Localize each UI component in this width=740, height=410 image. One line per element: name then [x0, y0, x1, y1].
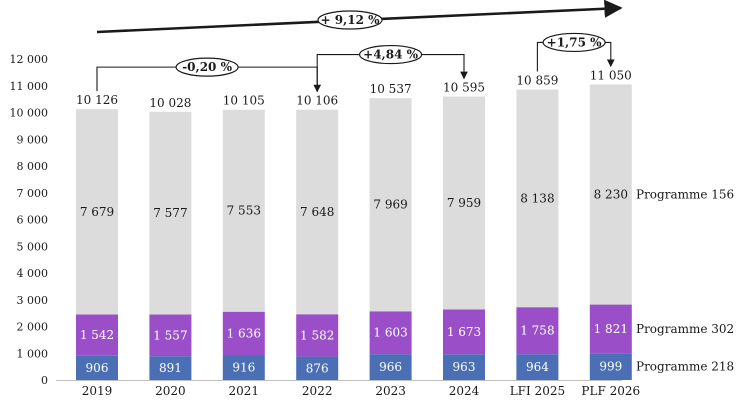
bar-segment: [589, 84, 632, 305]
bar-segment: [222, 311, 265, 356]
bar-total-label: 10 126: [76, 93, 118, 107]
bar-segment: [516, 354, 559, 380]
bar-segment: [443, 309, 485, 355]
bar-segment: [76, 109, 118, 315]
y-tick-label: 12 000: [10, 53, 49, 66]
segment-value-label: 7 648: [300, 205, 334, 219]
segment-value-label: 876: [306, 361, 329, 375]
series-label: Programme 156: [636, 187, 734, 201]
segment-value-label: 916: [232, 361, 255, 375]
segment-value-label: 1 821: [594, 322, 628, 336]
bar-segment: [296, 109, 339, 315]
segment-value-label: 8 230: [594, 187, 628, 201]
data-labels: 906 1 542 7 679 10 126 2019 891 1 557 7 577 10 0…: [76, 68, 640, 398]
x-tick-label: 2019: [82, 384, 113, 398]
y-tick-label: 3 000: [17, 294, 49, 307]
bar-total-label: 10 105: [223, 94, 265, 108]
segment-value-label: 966: [379, 360, 402, 374]
y-axis: 0 1 000 2 000 3 000 4 000 5 000 6 000 7 000 8 00…: [10, 53, 622, 387]
segment-value-label: 7 577: [153, 206, 187, 220]
bar-segment: [76, 355, 118, 380]
bar-segment: [369, 311, 412, 355]
annotation-bubble: [317, 10, 383, 30]
y-tick-label: 1 000: [17, 347, 49, 360]
bar-segment: [149, 314, 192, 357]
x-tick-label: 2022: [302, 384, 333, 398]
segment-value-label: 1 557: [153, 328, 187, 342]
annotation-text: -0,20 %: [182, 60, 232, 74]
bar-segment: [149, 356, 192, 380]
bar-segment: [296, 314, 339, 357]
bar-segment: [516, 307, 559, 355]
annotation-bubble: [359, 44, 423, 65]
bar-segment: [443, 96, 485, 310]
x-tick-label: LFI 2025: [510, 384, 565, 398]
segment-value-label: 999: [599, 360, 622, 374]
bar-segment: [516, 89, 559, 308]
bar-segment: [76, 314, 118, 356]
y-tick-label: 11 000: [10, 80, 49, 93]
bar-segment: [222, 355, 265, 380]
bar-segment: [589, 304, 632, 354]
x-tick-label: 2024: [449, 384, 480, 398]
y-tick-label: 8 000: [17, 160, 49, 173]
series-label: Programme 302: [636, 322, 734, 336]
segment-value-label: 891: [159, 361, 182, 375]
segment-value-label: 1 582: [300, 328, 334, 342]
y-tick-label: 4 000: [17, 267, 49, 280]
bar-total-label: 10 028: [149, 96, 191, 110]
annotation-text: +4,84 %: [363, 48, 418, 62]
y-tick-label: 0: [41, 374, 48, 387]
x-tick-label: 2023: [375, 384, 406, 398]
x-tick-label: 2020: [155, 384, 186, 398]
bars: [76, 84, 632, 380]
x-tick-label: PLF 2026: [581, 384, 640, 398]
bar-total-label: 10 106: [296, 94, 338, 108]
bar-segment: [369, 98, 412, 312]
segment-value-label: 1 673: [447, 325, 481, 339]
bar-total-label: 10 859: [516, 74, 558, 88]
segment-value-label: 7 553: [227, 204, 261, 218]
segment-value-label: 1 758: [520, 324, 554, 338]
y-tick-label: 2 000: [17, 321, 49, 334]
segment-value-label: 906: [86, 361, 109, 375]
segment-value-label: 8 138: [520, 191, 554, 205]
segment-value-label: 7 679: [80, 205, 114, 219]
segment-value-label: 1 603: [373, 326, 407, 340]
bar-segment: [369, 354, 412, 380]
segment-value-label: 7 969: [373, 198, 407, 212]
segment-value-label: 7 959: [447, 196, 481, 210]
bar-segment: [589, 353, 632, 380]
segment-value-label: 964: [526, 360, 549, 374]
annotation-text: +1,75 %: [547, 35, 602, 49]
annotation-bubble: [542, 32, 606, 53]
growth-annotations: -0,20 % +4,84 % +1,75 % + 9,12 %: [96, 0, 623, 93]
bar-segment: [296, 356, 339, 380]
annotation-text: + 9,12 %: [320, 13, 380, 27]
y-tick-label: 10 000: [10, 107, 49, 120]
y-tick-label: 5 000: [17, 240, 49, 253]
annotation-bubble: [175, 57, 239, 77]
bar-total-label: 10 595: [443, 81, 485, 95]
segment-value-label: 963: [453, 360, 476, 374]
bar-segment: [222, 109, 265, 312]
x-tick-label: 2021: [229, 384, 260, 398]
bar-total-label: 10 537: [370, 82, 412, 96]
bar-segment: [443, 354, 485, 380]
y-tick-label: 9 000: [17, 133, 49, 146]
segment-value-label: 1 542: [80, 328, 114, 342]
series-labels: Programme 218 Programme 302 Programme 156: [636, 187, 734, 373]
segment-value-label: 1 636: [227, 327, 261, 341]
bar-total-label: 11 050: [590, 68, 632, 82]
y-tick-label: 7 000: [17, 187, 49, 200]
y-tick-label: 6 000: [17, 214, 49, 227]
series-label: Programme 218: [636, 360, 734, 374]
bar-segment: [149, 111, 192, 315]
